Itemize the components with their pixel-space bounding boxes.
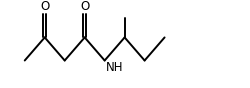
Text: O: O: [40, 0, 49, 13]
Text: O: O: [80, 0, 89, 13]
Text: NH: NH: [106, 61, 123, 74]
